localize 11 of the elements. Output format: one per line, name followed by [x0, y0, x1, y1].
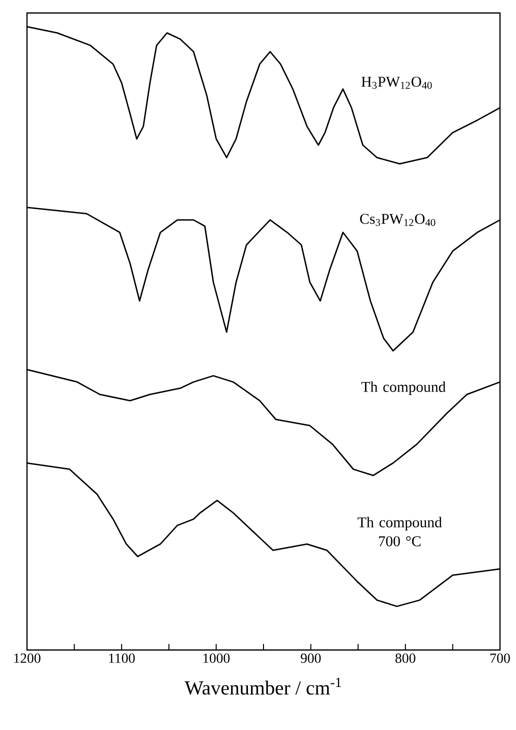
x-tick-label: 700: [490, 654, 510, 663]
series-label: H$_{3}$PW$_{12}$O$_{40}$: [361, 76, 432, 89]
x-tick-label: 1100: [109, 654, 135, 663]
series-label: Th compound: [361, 381, 446, 395]
series-label: Cs$_{3}$PW$_{12}$O$_{40}$: [360, 214, 436, 226]
x-tick-label: 1200: [14, 654, 40, 663]
x-tick-label: 900: [300, 654, 321, 663]
series-label: Th compound 700 °C: [358, 516, 442, 546]
x-axis-title: Wavenumber / cm$^{-1}$: [184, 678, 342, 695]
x-tick-label: 1000: [203, 654, 230, 663]
x-tick-label: 800: [395, 654, 416, 663]
